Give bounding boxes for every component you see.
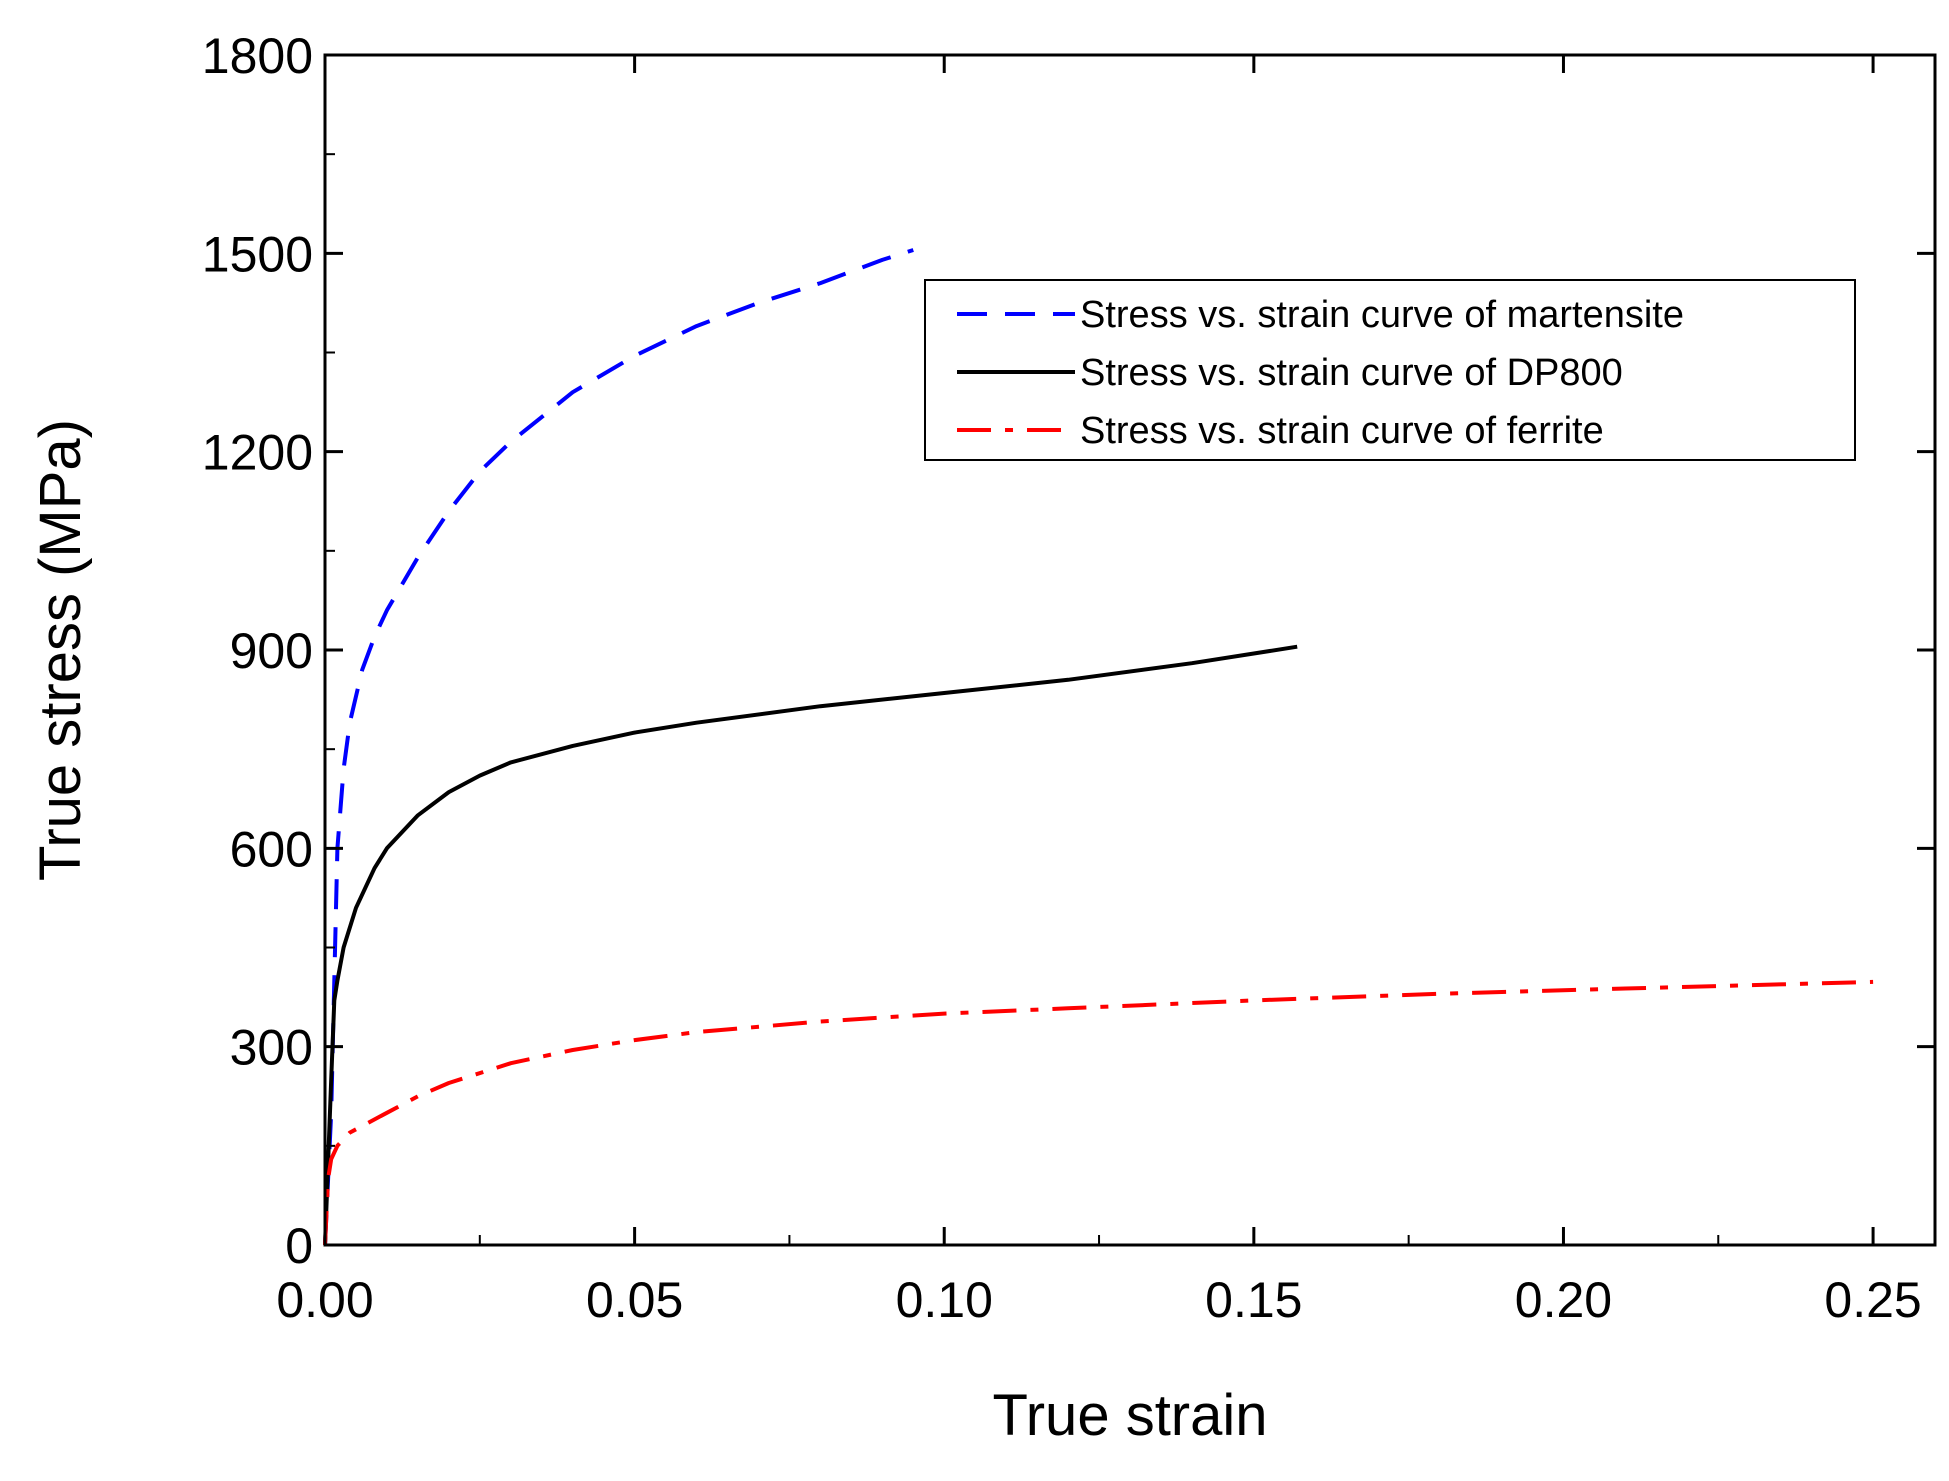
plot-lines [323,248,1874,1246]
legend-label-1: Stress vs. strain curve of martensite [1080,294,1684,336]
legend-label-3: Stress vs. strain curve of ferrite [1080,410,1604,452]
legend: Stress vs. strain curve of martensite Str… [924,279,1856,461]
y-tick-label: 1200 [202,425,313,481]
series-line-2 [323,644,1298,1246]
series-line-1 [323,248,914,1246]
x-tick-label: 0.15 [1205,1272,1302,1328]
y-tick-label: 1500 [202,226,313,282]
x-tick-label: 0.05 [586,1272,683,1328]
y-tick-label: 600 [230,821,313,877]
x-tick-label: 0.00 [276,1272,373,1328]
y-axis-title: True stress (MPa) [28,419,93,881]
x-tick-label: 0.10 [896,1272,993,1328]
series-line-3 [323,979,1874,1246]
legend-label-2: Stress vs. strain curve of DP800 [1080,352,1623,394]
x-axis: 0.00 0.05 0.10 0.15 0.20 0.25 [276,55,1922,1328]
legend-box [924,279,1856,461]
y-tick-label: 900 [230,623,313,679]
y-tick-label: 0 [285,1218,313,1274]
y-axis: 0 300 600 900 1200 1500 1800 [202,28,1935,1274]
y-tick-label: 1800 [202,28,313,84]
x-axis-title: True strain [992,1383,1267,1448]
y-tick-label: 300 [230,1020,313,1076]
x-tick-label: 0.20 [1515,1272,1612,1328]
x-tick-label: 0.25 [1824,1272,1921,1328]
